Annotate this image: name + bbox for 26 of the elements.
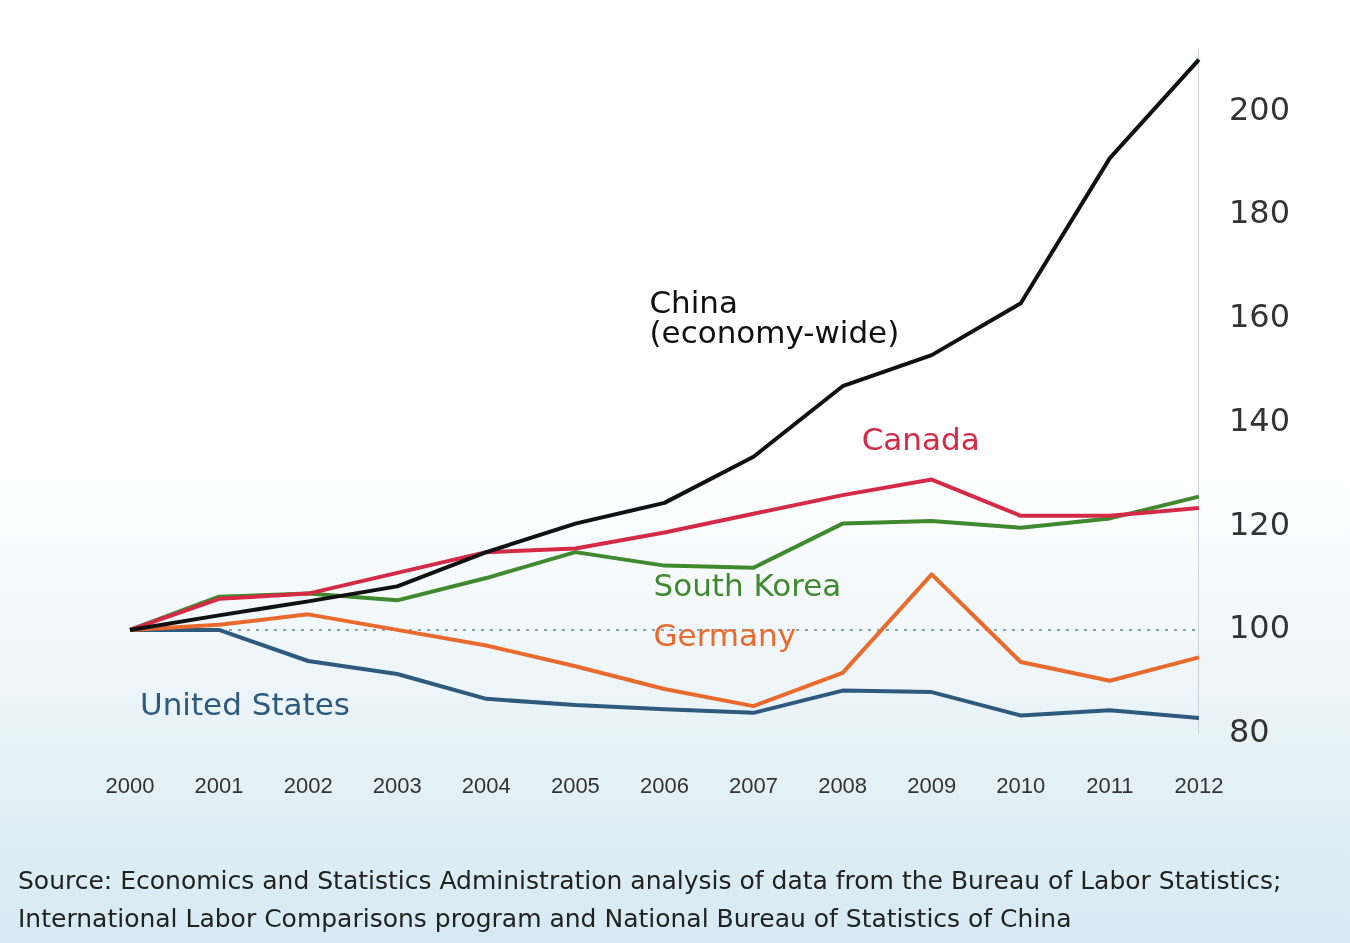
x-tick-label: 2008 [818,772,868,798]
x-tick-label: 2010 [996,772,1046,798]
series-label: United States [140,685,350,722]
x-tick-label: 2004 [461,772,511,798]
x-tick-label: 2009 [907,772,957,798]
x-tick-label: 2002 [283,772,333,798]
x-tick-label: 2007 [729,772,779,798]
x-tick-label: 2001 [194,772,244,798]
x-tick-label: 2003 [372,772,422,798]
y-tick-label: 100 [1228,608,1290,647]
y-tick-label: 180 [1228,193,1290,232]
y-tick-label: 200 [1228,89,1290,128]
source-note: Source: Economics and Statistics Administration analysis of data from the Bureau of Labor Statistics; International Labor Comparisons program and National Bureau of Statistics of China [18,865,1283,935]
x-tick-label: 2000 [105,772,155,798]
x-tick-label: 2006 [639,772,689,798]
y-tick-label: 120 [1228,504,1290,543]
x-tick-label: 2011 [1086,772,1134,798]
y-tick-label: 140 [1228,400,1290,439]
series-label: Canada [861,420,980,457]
series-label: China (economy-wide) [649,283,900,350]
x-tick-label: 2012 [1174,772,1224,798]
y-tick-label: 80 [1228,711,1270,750]
series-label: South Korea [653,566,842,603]
y-tick-label: 160 [1228,297,1290,336]
x-tick-label: 2005 [550,772,600,798]
series-label: Germany [653,617,797,654]
